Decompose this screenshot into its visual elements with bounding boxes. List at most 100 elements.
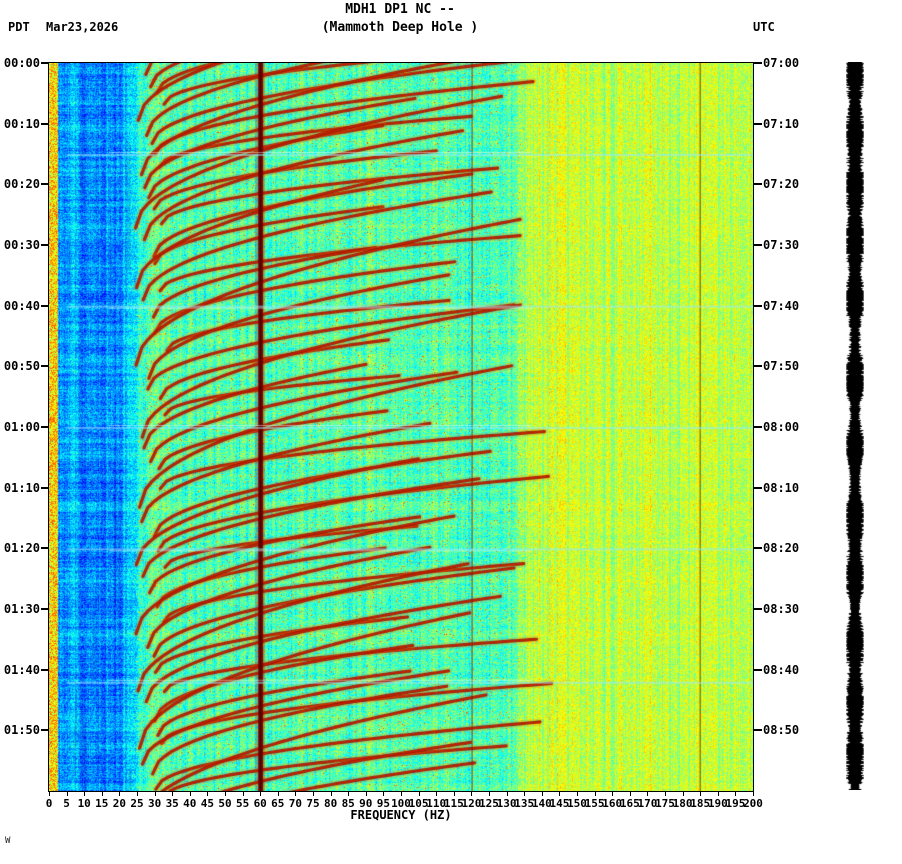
frequency-axis-title: FREQUENCY (HZ)	[350, 808, 452, 822]
right-time-label: 07:30	[763, 238, 800, 252]
freq-tick	[154, 792, 156, 796]
date-label: Mar23,2026	[46, 20, 119, 34]
left-tick	[41, 608, 49, 610]
freq-tick-label: 190	[707, 797, 728, 810]
freq-tick-label: 30	[147, 797, 162, 810]
freq-tick-label: 175	[655, 797, 675, 810]
station-title: MDH1 DP1 NC --	[345, 2, 455, 17]
freq-tick	[84, 792, 86, 796]
freq-tick	[559, 792, 561, 796]
freq-tick-label: 15	[95, 797, 109, 810]
left-time-label: 01:30	[3, 602, 40, 616]
freq-tick-label: 140	[531, 797, 552, 810]
left-tick	[41, 304, 49, 307]
freq-tick-label: 135	[514, 797, 535, 810]
freq-tick	[225, 792, 226, 796]
freq-tick-label: 60	[253, 797, 267, 810]
right-tick	[754, 668, 762, 671]
freq-tick-label: 105	[408, 797, 429, 810]
freq-tick	[330, 792, 332, 796]
freq-tick	[682, 792, 684, 796]
freq-tick	[489, 792, 490, 796]
freq-tick	[277, 792, 279, 796]
freq-tick-label: 100	[391, 797, 411, 810]
freq-tick-label: 185	[690, 797, 711, 810]
freq-tick-label: 55	[235, 797, 250, 810]
left-time-label: 00:00	[3, 56, 40, 70]
right-time-label: 07:10	[763, 116, 800, 131]
freq-tick	[365, 792, 367, 796]
freq-tick-label: 180	[672, 797, 693, 810]
freq-tick	[49, 792, 50, 796]
left-tick	[41, 426, 49, 428]
right-tick	[754, 304, 762, 307]
freq-tick	[348, 792, 350, 796]
freq-tick-label: 150	[567, 797, 587, 810]
left-time-label: 01:10	[3, 480, 40, 495]
left-tick	[41, 183, 49, 186]
freq-tick	[665, 792, 666, 796]
left-time-label: 01:50	[3, 723, 40, 738]
freq-tick-label: 80	[323, 797, 338, 810]
freq-tick	[295, 792, 297, 796]
freq-tick-label: 160	[602, 797, 623, 810]
freq-tick	[119, 792, 121, 796]
freq-tick-label: 155	[584, 797, 605, 810]
freq-tick	[242, 792, 244, 796]
freq-tick-label: 0	[45, 797, 53, 810]
right-time-label: 07:00	[763, 56, 800, 70]
freq-tick-label: 165	[619, 797, 640, 810]
right-tick	[754, 729, 762, 732]
left-time-label: 00:30	[3, 238, 40, 252]
freq-tick	[313, 792, 314, 796]
freq-tick	[172, 792, 174, 796]
left-time-label: 00:40	[3, 298, 40, 313]
freq-tick-label: 95	[376, 797, 391, 810]
freq-tick-label: 195	[725, 797, 746, 810]
left-time-label: 00:50	[3, 359, 40, 374]
freq-tick	[612, 792, 614, 796]
right-time-label: 08:50	[763, 723, 800, 738]
left-timezone-label: PDT	[8, 20, 30, 34]
freq-tick-label: 115	[443, 797, 464, 810]
freq-tick-label: 90	[359, 797, 373, 810]
left-time-label: 00:20	[3, 177, 40, 192]
freq-tick-label: 120	[461, 797, 482, 810]
left-tick	[41, 62, 49, 64]
freq-tick	[700, 792, 702, 796]
left-tick	[41, 668, 49, 671]
freq-tick-label: 65	[271, 797, 285, 810]
freq-tick-label: 200	[743, 797, 763, 810]
freq-tick-label: 170	[637, 797, 658, 810]
freq-tick	[260, 792, 262, 796]
freq-tick-label: 145	[549, 797, 570, 810]
right-time-label: 08:30	[763, 602, 800, 616]
freq-tick	[137, 792, 138, 796]
freq-tick	[717, 792, 719, 796]
freq-tick	[524, 792, 526, 796]
right-time-label: 07:50	[763, 359, 800, 374]
freq-tick	[189, 792, 191, 796]
freq-tick-label: 20	[112, 797, 127, 810]
left-time-label: 01:40	[3, 662, 40, 677]
seismogram-strip	[846, 62, 864, 790]
right-timezone-label: UTC	[753, 20, 775, 34]
freq-tick	[383, 792, 385, 796]
freq-tick	[647, 792, 649, 796]
corner-mark: W	[5, 836, 11, 846]
freq-tick	[453, 792, 455, 796]
freq-tick	[436, 792, 438, 796]
freq-tick	[629, 792, 631, 796]
freq-tick-label: 110	[426, 797, 447, 810]
freq-tick-label: 45	[200, 797, 215, 810]
right-time-label: 07:40	[763, 298, 800, 313]
freq-tick-label: 75	[306, 797, 320, 810]
left-time-label: 01:20	[3, 541, 40, 556]
freq-tick-label: 130	[496, 797, 517, 810]
left-tick	[41, 729, 49, 732]
left-tick	[41, 547, 49, 550]
left-time-label: 01:00	[3, 420, 40, 434]
freq-tick-label: 50	[218, 797, 232, 810]
right-tick	[754, 608, 762, 610]
right-tick	[754, 547, 762, 550]
